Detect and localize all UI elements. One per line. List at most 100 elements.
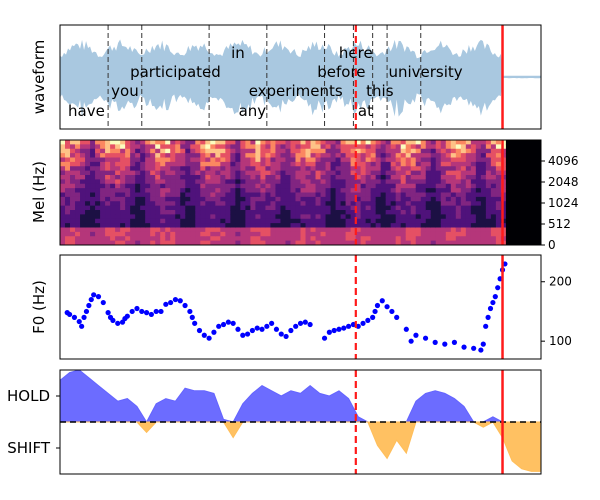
mel-cell: [85, 227, 91, 233]
mel-cell: [420, 227, 427, 233]
mel-cell: [460, 192, 467, 198]
mel-cell: [470, 144, 477, 150]
mel-cell: [220, 148, 226, 154]
mel-cell: [110, 214, 116, 220]
mel-cell: [255, 205, 262, 211]
mel-cell: [525, 192, 532, 198]
mel-cell: [360, 148, 367, 154]
mel-cell: [70, 192, 76, 198]
mel-cell: [460, 183, 467, 189]
mel-cell: [160, 192, 166, 198]
mel-cell: [420, 223, 427, 229]
mel-cell: [175, 179, 181, 185]
mel-cell: [355, 231, 362, 237]
mel-cell: [480, 166, 487, 172]
mel-cell: [435, 175, 442, 180]
mel-cell: [80, 179, 86, 185]
mel-cell: [215, 240, 221, 245]
mel-cell: [80, 175, 86, 180]
mel-cell: [170, 179, 176, 185]
mel-cell: [90, 218, 96, 224]
mel-cell: [370, 170, 377, 176]
mel-cell: [190, 140, 196, 145]
mel-cell: [190, 161, 196, 167]
mel-cell: [90, 223, 96, 229]
mel-cell: [310, 210, 317, 215]
mel-cell: [440, 218, 447, 224]
mel-cell: [210, 166, 216, 172]
mel-cell: [200, 227, 206, 233]
mel-cell: [505, 223, 512, 229]
mel-cell: [530, 144, 537, 150]
mel-cell: [350, 192, 357, 198]
mel-cell: [320, 201, 327, 207]
f0-point: [220, 321, 227, 328]
mel-cell: [155, 175, 161, 180]
mel-cell: [180, 188, 186, 194]
mel-cell: [395, 153, 402, 159]
mel-cell: [245, 201, 251, 207]
mel-cell: [480, 188, 487, 194]
mel-cell: [175, 175, 181, 180]
mel-cell: [495, 192, 502, 198]
mel-cell: [190, 153, 196, 159]
mel-cell: [335, 161, 342, 167]
mel-cell: [205, 148, 211, 154]
mel-cell: [310, 236, 317, 242]
f0-point: [389, 308, 395, 315]
mel-cell: [160, 166, 166, 172]
mel-cell: [375, 196, 382, 202]
mel-cell: [270, 192, 277, 198]
mel-cell: [400, 236, 407, 242]
mel-cell: [105, 218, 111, 224]
mel-cell: [85, 218, 91, 224]
mel-cell: [260, 236, 267, 242]
mel-cell: [110, 227, 116, 233]
mel-cell: [235, 183, 241, 189]
mel-cell: [520, 205, 527, 211]
mel-cell: [485, 188, 492, 194]
mel-cell: [495, 175, 502, 180]
mel-cell: [260, 227, 267, 233]
mel-cell: [270, 240, 277, 245]
mel-cell: [510, 161, 517, 167]
mel-cell: [485, 236, 492, 242]
mel-cell: [205, 157, 211, 163]
mel-cell: [375, 175, 382, 180]
mel-cell: [390, 170, 397, 176]
mel-cell: [495, 218, 502, 224]
mel-cell: [335, 144, 342, 150]
mel-cell: [255, 240, 262, 245]
mel-cell: [195, 192, 201, 198]
mel-cell: [280, 161, 287, 167]
mel-cell: [405, 166, 412, 172]
mel-cell: [340, 210, 347, 215]
mel-cell: [435, 196, 442, 202]
mel-cell: [210, 240, 216, 245]
mel-cell: [240, 214, 246, 220]
mel-cell: [335, 148, 342, 154]
mel-cell: [515, 179, 522, 185]
mel-cell: [525, 210, 532, 215]
mel-cell: [470, 183, 477, 189]
mel-cell: [375, 148, 382, 154]
mel-cell: [60, 140, 66, 145]
mel-cell: [150, 166, 156, 172]
mel-cell: [530, 166, 537, 172]
mel-cell: [115, 227, 121, 233]
mel-cell: [155, 236, 161, 242]
mel-cell: [310, 214, 317, 220]
f0-point: [158, 308, 164, 315]
mel-cell: [60, 192, 66, 198]
mel-cell: [195, 223, 201, 229]
mel-cell: [530, 175, 537, 180]
mel-cell: [235, 231, 241, 237]
mel-cell: [450, 166, 457, 172]
mel-cell: [515, 214, 522, 220]
mel-cell: [130, 188, 136, 194]
f0-point: [153, 308, 159, 315]
mel-cell: [350, 175, 357, 180]
mel-cell: [425, 148, 432, 154]
